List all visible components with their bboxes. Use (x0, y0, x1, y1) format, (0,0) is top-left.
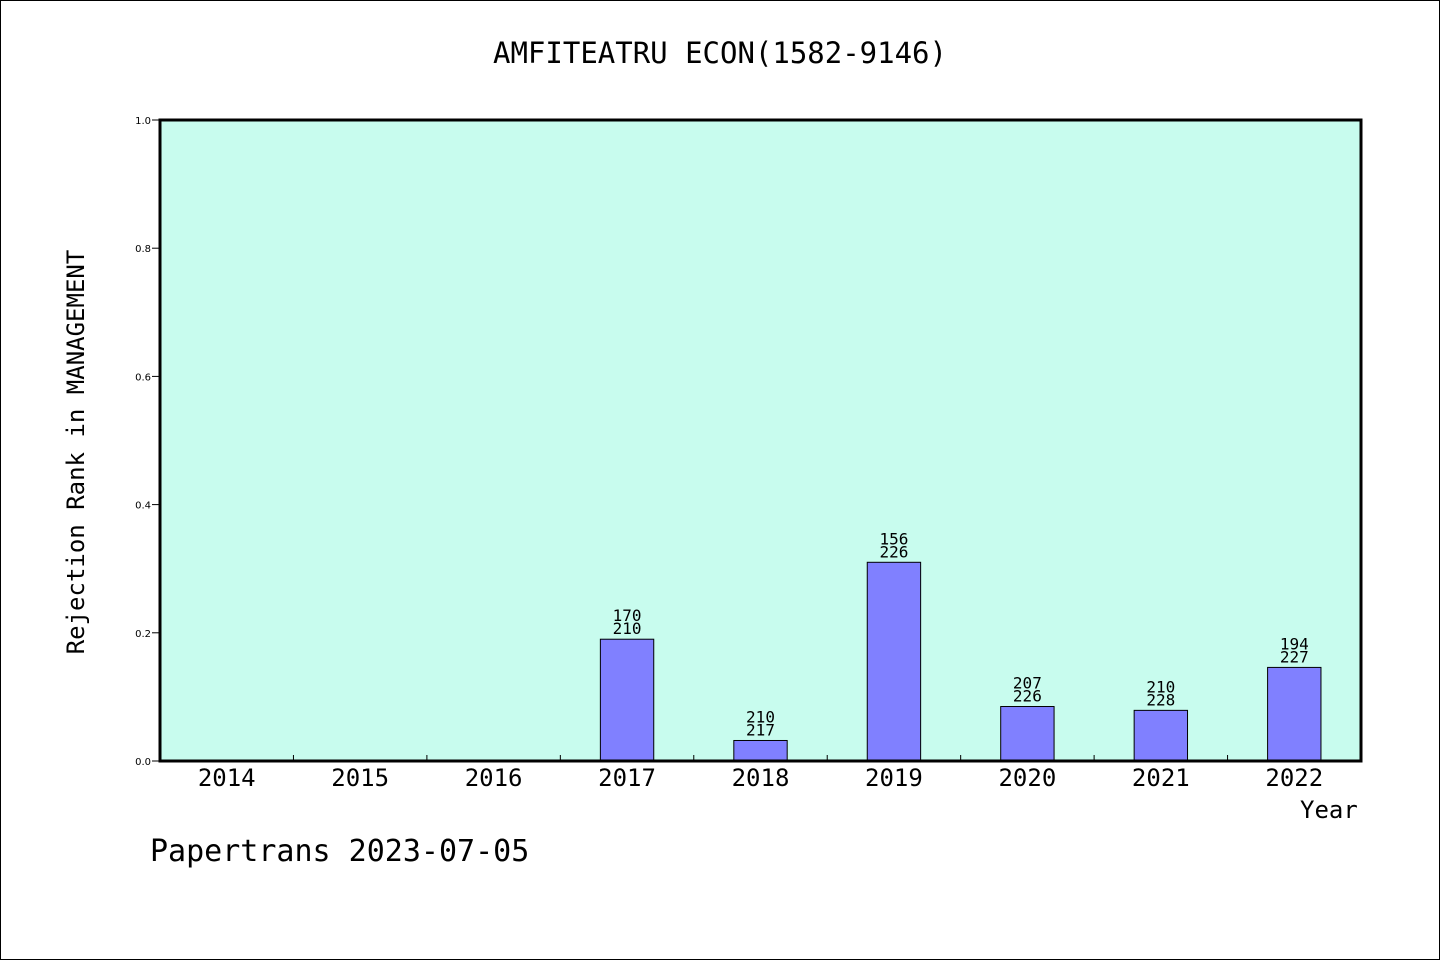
bar (1000, 706, 1055, 762)
x-tick-label: 2017 (598, 764, 656, 792)
bar-label-lower: 217 (746, 720, 775, 739)
plot-border (158, 118, 1363, 763)
y-tick-label: 0.4 (135, 501, 151, 512)
bar-label-upper: 156 (879, 529, 908, 548)
x-tick-label: 2020 (998, 764, 1056, 792)
bar (1133, 709, 1189, 762)
bar-label-upper: 210 (746, 707, 775, 726)
bar (1267, 666, 1322, 762)
y-tick-label: 0.0 (135, 757, 151, 768)
chart-title: AMFITEATRU ECON(1582-9146) (493, 36, 947, 70)
bar-label-lower: 226 (1013, 687, 1042, 706)
bar-label-upper: 207 (1013, 674, 1042, 693)
bar-label-upper: 170 (613, 606, 642, 625)
x-axis-ticks: 2014 2015 2016 2017 2018 2019 2020 2021 2022 (198, 755, 1323, 792)
x-tick-label: 2021 (1132, 764, 1190, 792)
bar-label-lower: 210 (613, 619, 642, 638)
bar-label-lower: 226 (879, 542, 908, 561)
y-axis-ticks: 0.0 0.2 0.4 0.6 0.8 1.0 (135, 116, 160, 768)
bar (733, 739, 788, 762)
bar (866, 561, 922, 762)
x-tick-label: 2018 (732, 764, 790, 792)
footer-credit: Papertrans 2023-07-05 (150, 834, 530, 869)
bar-label-upper: 210 (1146, 677, 1175, 696)
bar-label-lower: 228 (1146, 690, 1175, 709)
x-tick-label: 2019 (865, 764, 923, 792)
plot-area (160, 120, 1361, 761)
bar-label-lower: 227 (1280, 647, 1309, 666)
x-tick-label: 2022 (1265, 764, 1323, 792)
x-tick-label: 2014 (198, 764, 256, 792)
y-axis-label: Rejection Rank in MANAGEMENT (62, 249, 90, 655)
y-tick-label: 1.0 (135, 116, 151, 127)
bars-layer (599, 561, 1322, 762)
x-tick-label: 2016 (465, 764, 523, 792)
y-tick-label: 0.2 (135, 629, 151, 640)
y-tick-label: 0.8 (135, 244, 151, 255)
y-tick-label: 0.6 (135, 372, 151, 383)
bar-label-upper: 194 (1280, 634, 1309, 653)
x-tick-label: 2015 (331, 764, 389, 792)
x-axis-label: Year (1300, 796, 1358, 824)
bar (599, 638, 655, 762)
